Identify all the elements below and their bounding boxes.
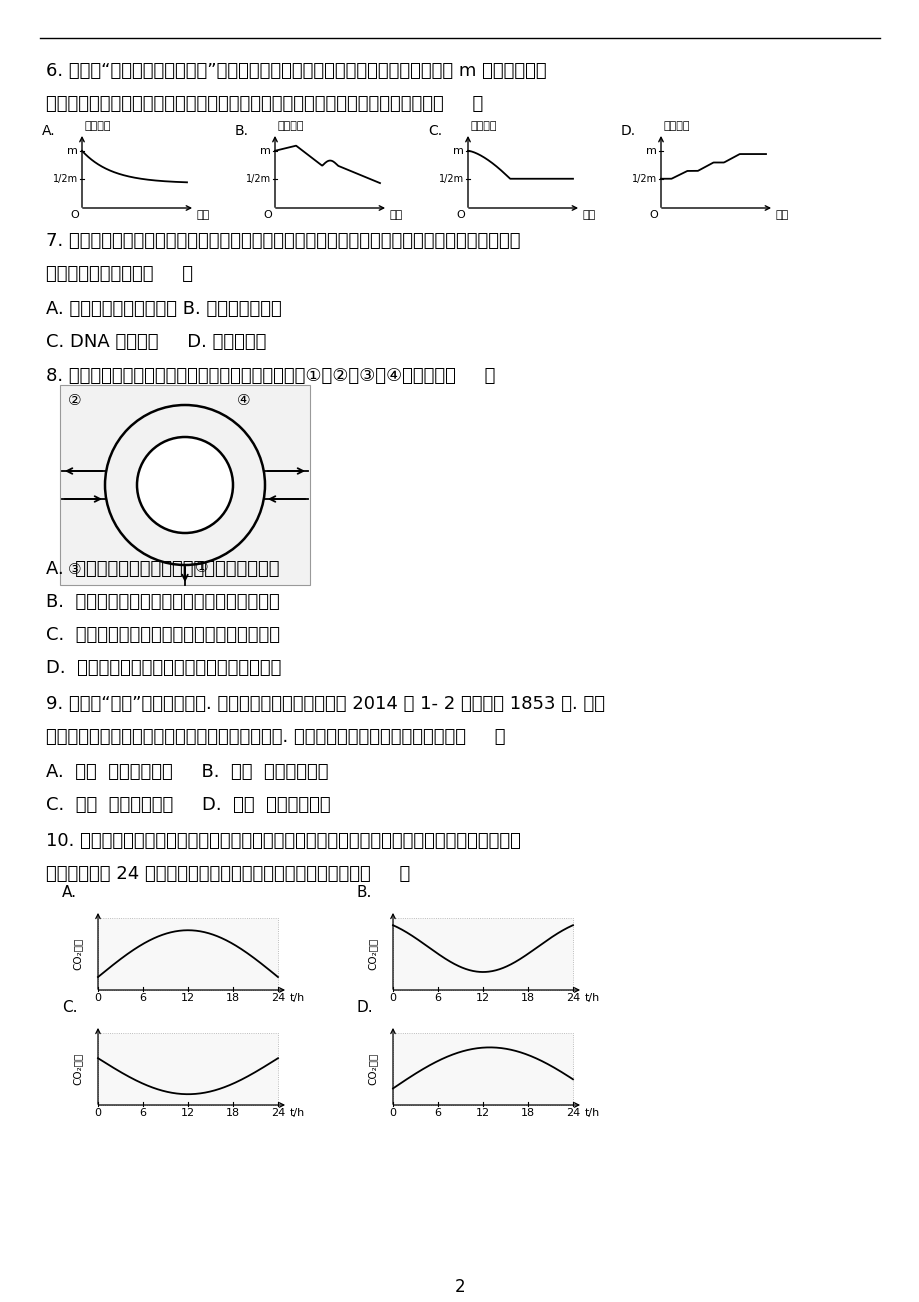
Text: O: O (649, 210, 657, 220)
Text: 鼠妇个数: 鼠妇个数 (85, 121, 111, 132)
Text: CO₂浓度: CO₂浓度 (368, 937, 378, 970)
Text: B.: B. (234, 124, 249, 138)
Bar (98, 918, 278, 990)
Text: O: O (70, 210, 79, 220)
Text: 6: 6 (434, 1108, 441, 1118)
Circle shape (137, 437, 233, 533)
Text: 鼠妇个数: 鼠妇个数 (278, 121, 304, 132)
Text: 时间: 时间 (197, 210, 210, 220)
Text: ②: ② (68, 393, 82, 408)
Text: CO₂浓度: CO₂浓度 (73, 1053, 83, 1085)
Text: m: m (645, 146, 656, 156)
Text: O: O (456, 210, 464, 220)
Text: 12: 12 (475, 1108, 490, 1118)
Text: A.: A. (42, 124, 55, 138)
Text: 8. 如图是人体内部分系统的代谢关系简易意图，图中①、②、③、④分别表示（     ）: 8. 如图是人体内部分系统的代谢关系简易意图，图中①、②、③、④分别表示（ ） (46, 367, 494, 385)
Text: 18: 18 (520, 1108, 535, 1118)
Text: C.  消化系统、循环系统、呼吸系统、泌尿系统: C. 消化系统、循环系统、呼吸系统、泌尿系统 (46, 626, 279, 644)
Text: O: O (263, 210, 272, 220)
Text: 12: 12 (181, 1108, 195, 1118)
Text: 1/2m: 1/2m (438, 173, 463, 184)
Bar (392, 1032, 573, 1105)
Text: 18: 18 (226, 1108, 240, 1118)
Text: t/h: t/h (584, 1108, 599, 1118)
Text: C.: C. (62, 1000, 77, 1016)
Text: 鼠妇个数: 鼠妇个数 (471, 121, 497, 132)
Bar (392, 918, 573, 990)
Text: C. DNA 鉴定结果     D. 美国人猜测: C. DNA 鉴定结果 D. 美国人猜测 (46, 333, 267, 352)
Text: 12: 12 (475, 993, 490, 1003)
Text: D.: D. (357, 1000, 373, 1016)
Text: 24: 24 (270, 1108, 285, 1118)
Text: C.  抗原  切断传播途径     D.  抗原  保护易感人群: C. 抗原 切断传播途径 D. 抗原 保护易感人群 (46, 796, 330, 814)
Text: 6. 在探究“光对鼠妇生活的影响”实验中，某兴趣小组的同学把一定数量的鼠妇（用 m 表示），一半: 6. 在探究“光对鼠妇生活的影响”实验中，某兴趣小组的同学把一定数量的鼠妇（用 … (46, 62, 546, 79)
Text: 18: 18 (226, 993, 240, 1003)
Text: D.  消化系统、循环系统、泌尿系统、呼吸系统: D. 消化系统、循环系统、泌尿系统、呼吸系统 (46, 659, 281, 677)
Text: CO₂浓度: CO₂浓度 (73, 937, 83, 970)
Text: CO₂浓度: CO₂浓度 (368, 1053, 378, 1085)
Text: 1/2m: 1/2m (245, 173, 271, 184)
Text: 1/2m: 1/2m (52, 173, 78, 184)
Text: 12: 12 (181, 993, 195, 1003)
Bar (60, 385, 310, 585)
Text: 6: 6 (140, 993, 146, 1003)
Text: 0: 0 (389, 1108, 396, 1118)
Text: 时间: 时间 (775, 210, 789, 220)
Text: ①: ① (195, 560, 209, 575)
Text: 10. 某校生物兴趣小组的同学在玻璃温室里进行植物栽培实验，并在一晴天对室内空气中的二氧化: 10. 某校生物兴趣小组的同学在玻璃温室里进行植物栽培实验，并在一晴天对室内空气… (46, 832, 520, 850)
Text: 碳浓度进行了 24 小时测定，下列曲线能正确表示测定结果的是（     ）: 碳浓度进行了 24 小时测定，下列曲线能正确表示测定结果的是（ ） (46, 865, 410, 883)
Text: 24: 24 (565, 1108, 580, 1118)
Text: 0: 0 (95, 993, 101, 1003)
Text: m: m (260, 146, 271, 156)
Bar (98, 1032, 278, 1105)
Text: A.  抗体  切断传播途径     B.  抗体  保护易感人群: A. 抗体 切断传播途径 B. 抗体 保护易感人群 (46, 763, 328, 781)
Text: A.  泌尿系统、消化系统，循环系统、呼吸系统: A. 泌尿系统、消化系统，循环系统、呼吸系统 (46, 560, 279, 578)
Text: 0: 0 (389, 993, 396, 1003)
Text: D.: D. (620, 124, 635, 138)
Text: 不幸被疯狗咬伤，应及时就医并注射抗狂犬病血清. 所注射的物质和采取的措施分别是（     ）: 不幸被疯狗咬伤，应及时就医并注射抗狂犬病血清. 所注射的物质和采取的措施分别是（… (46, 728, 505, 746)
Text: m: m (453, 146, 463, 156)
Text: A.: A. (62, 885, 77, 900)
Text: 24: 24 (565, 993, 580, 1003)
Text: ③: ③ (68, 562, 82, 577)
Text: t/h: t/h (289, 1108, 305, 1118)
Text: 7. 美军海豹突击队把恐怖组织头目拉登击毙，这一消息在世界范围内迅速传播，为证实击毙的为拉: 7. 美军海豹突击队把恐怖组织头目拉登击毙，这一消息在世界范围内迅速传播，为证实… (46, 232, 520, 250)
Text: 时间: 时间 (390, 210, 403, 220)
Text: 鼠妇个数: 鼠妇个数 (664, 121, 690, 132)
Text: 24: 24 (270, 993, 285, 1003)
Text: ④: ④ (237, 393, 250, 408)
Text: B.: B. (357, 885, 372, 900)
Text: 2: 2 (454, 1279, 465, 1295)
Text: A. 长相颇似拉登本人照片 B. 拉登妻儿的供述: A. 长相颇似拉登本人照片 B. 拉登妻儿的供述 (46, 299, 281, 318)
Text: 登本人的事实依据是（     ）: 登本人的事实依据是（ ） (46, 266, 193, 283)
Text: 6: 6 (140, 1108, 146, 1118)
Text: C.: C. (427, 124, 442, 138)
Text: 时间: 时间 (583, 210, 596, 220)
Text: 6: 6 (434, 993, 441, 1003)
Text: 0: 0 (95, 1108, 101, 1118)
Text: 置于较暗，另一半置于较明亮的环境中，推测较明亮环境中鼠妇数量变化的曲线是（     ）: 置于较暗，另一半置于较明亮的环境中，推测较明亮环境中鼠妇数量变化的曲线是（ ） (46, 95, 482, 113)
Text: m: m (67, 146, 78, 156)
Text: 18: 18 (520, 993, 535, 1003)
Text: B.  循环系统、呼吸系统、泌尿系统、消化系统: B. 循环系统、呼吸系统、泌尿系统、消化系统 (46, 592, 279, 611)
Text: 9. 近来，“狗患”问题日益突出. 据东营市卫生局统计，我市 2014 年 1- 2 月犬致伤 1853 人. 如果: 9. 近来，“狗患”问题日益突出. 据东营市卫生局统计，我市 2014 年 1-… (46, 695, 605, 713)
Text: t/h: t/h (289, 993, 305, 1003)
Text: t/h: t/h (584, 993, 599, 1003)
Text: 1/2m: 1/2m (631, 173, 656, 184)
